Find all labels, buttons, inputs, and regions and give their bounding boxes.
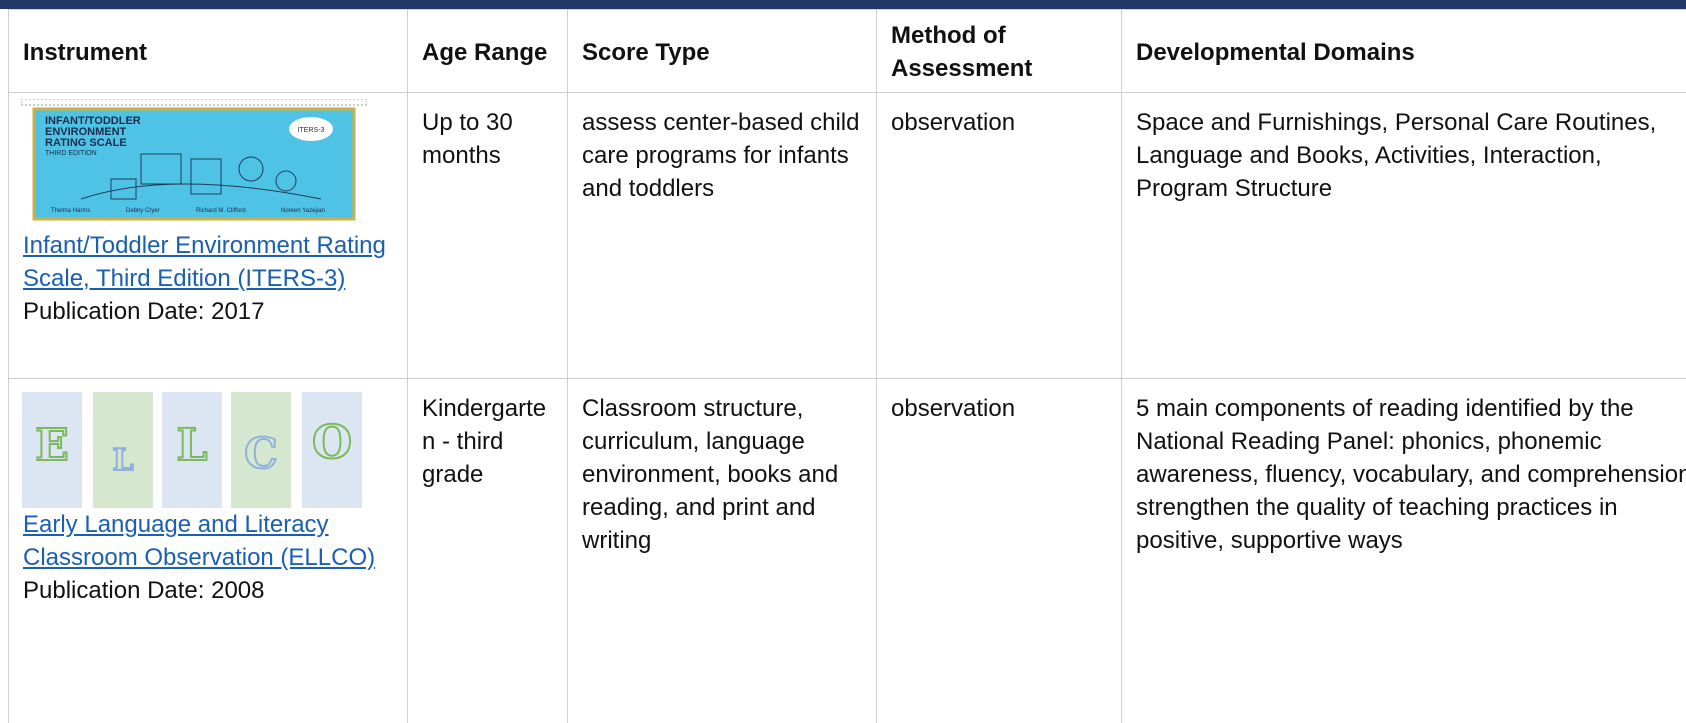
cover-author: Thelma Harms: [51, 208, 90, 214]
table-row: INFANT/TODDLER ENVIRONMENT RATING SCALE …: [8, 92, 1686, 379]
cover-title: RATING SCALE: [45, 137, 127, 149]
age-range-cell: Kindergarten - third grade: [407, 378, 568, 723]
logo-letter: C: [244, 429, 277, 478]
method-cell: observation: [876, 92, 1122, 379]
domain-text: Space and Furnishings, Personal Care Rou…: [1136, 109, 1657, 202]
spiral: [21, 99, 367, 106]
instrument-link[interactable]: Infant/Toddler Environment Rating Scale,…: [23, 232, 386, 292]
logo-letter: L: [112, 443, 133, 478]
top-bar: [0, 0, 1686, 9]
logo-tile: [162, 392, 222, 508]
method-cell: observation: [876, 378, 1122, 723]
logo-letter: O: [312, 415, 352, 469]
book-cover: INFANT/TODDLER ENVIRONMENT RATING SCALE …: [21, 99, 367, 221]
cover-drawing: [80, 153, 322, 200]
cover-title: INFANT/TODDLER: [45, 115, 141, 127]
header-cell: Age Range: [407, 9, 568, 93]
cover-subtitle: THIRD EDITION: [45, 150, 97, 157]
logo-tile: [231, 392, 291, 508]
logo-tile: [302, 392, 362, 508]
header-cell: Instrument: [8, 9, 408, 93]
domains-cell: Space and Furnishings, Personal Care Rou…: [1121, 92, 1686, 379]
instrument-cell: INFANT/TODDLER ENVIRONMENT RATING SCALE …: [8, 92, 408, 379]
logo-tile: [22, 392, 82, 508]
header-cell: Method of Assessment: [876, 9, 1122, 93]
publication-date: Publication Date: 2017: [23, 298, 265, 325]
domain-text: 5 main components of reading identified …: [1136, 395, 1686, 488]
cover-author: Noreen Yazejian: [281, 208, 325, 214]
logo-letter: L: [177, 420, 208, 471]
instrument-table: Instrument Age Range Score Type Method o…: [8, 9, 1686, 723]
logo-tile: [93, 392, 153, 508]
logo-letter: E: [35, 420, 69, 471]
publication-date: Publication Date: 2008: [23, 577, 265, 604]
header-cell: Developmental Domains: [1121, 9, 1686, 93]
score-type-cell: Classroom structure, curriculum, languag…: [567, 378, 877, 723]
age-range-cell: Up to 30 months: [407, 92, 568, 379]
cover-author: Debby Cryer: [126, 208, 160, 214]
instrument-link[interactable]: Early Language and Literacy Classroom Ob…: [23, 511, 376, 571]
cover-badge-text: ITERS-3: [298, 127, 325, 134]
cover-author: Richard M. Clifford: [196, 208, 246, 214]
cover-badge: [289, 117, 333, 141]
domains-cell: 5 main components of reading identified …: [1121, 378, 1686, 723]
score-type-cell: assess center-based child care programs …: [567, 92, 877, 379]
header-cell: Score Type: [567, 9, 877, 93]
cover-title: ENVIRONMENT: [45, 126, 127, 138]
header-row: Instrument Age Range Score Type Method o…: [8, 9, 1686, 93]
domain-text: strengthen the quality of teaching pract…: [1136, 494, 1618, 554]
